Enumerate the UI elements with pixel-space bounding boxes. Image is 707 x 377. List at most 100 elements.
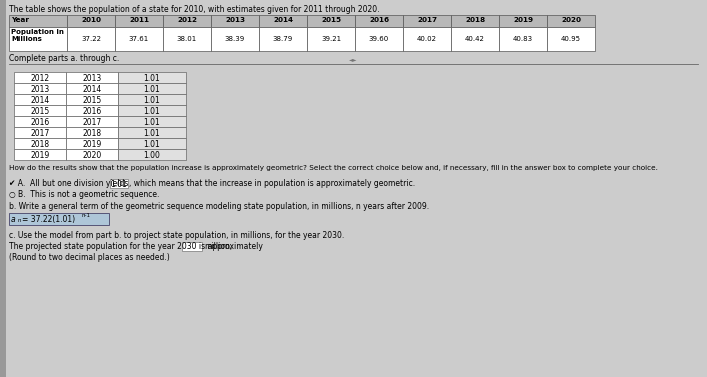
Text: How do the results show that the population increase is approximately geometric?: How do the results show that the populat… bbox=[9, 165, 658, 171]
Bar bbox=[451, 15, 499, 27]
Text: 1.01: 1.01 bbox=[144, 129, 160, 138]
Text: 2019: 2019 bbox=[83, 140, 102, 149]
Bar bbox=[163, 15, 211, 27]
Bar bbox=[547, 27, 595, 51]
Text: 1.01: 1.01 bbox=[144, 96, 160, 105]
Text: Year: Year bbox=[11, 17, 29, 23]
Bar bbox=[66, 127, 118, 138]
Bar bbox=[403, 15, 451, 27]
Text: 40.02: 40.02 bbox=[417, 36, 437, 42]
Bar bbox=[451, 27, 499, 51]
Text: 40.95: 40.95 bbox=[561, 36, 581, 42]
Text: million,: million, bbox=[204, 242, 233, 251]
Text: 1.01: 1.01 bbox=[110, 180, 127, 189]
Text: 2013: 2013 bbox=[30, 85, 49, 94]
Text: The table shows the population of a state for 2010, with estimates given for 201: The table shows the population of a stat… bbox=[9, 5, 380, 14]
Text: b. Write a general term of the geometric sequence modeling state population, in : b. Write a general term of the geometric… bbox=[9, 202, 429, 211]
Bar bbox=[499, 27, 547, 51]
Text: 2020: 2020 bbox=[83, 151, 102, 160]
Text: 2018: 2018 bbox=[465, 17, 485, 23]
Bar bbox=[259, 15, 307, 27]
Text: 2017: 2017 bbox=[417, 17, 437, 23]
Bar bbox=[14, 149, 66, 160]
Text: Population in
Millions: Population in Millions bbox=[11, 29, 64, 42]
Text: 39.60: 39.60 bbox=[369, 36, 389, 42]
Text: Complete parts a. through c.: Complete parts a. through c. bbox=[9, 54, 119, 63]
Bar bbox=[211, 15, 259, 27]
Bar bbox=[118, 149, 186, 160]
Text: ◄►: ◄► bbox=[349, 57, 357, 62]
Text: 2020: 2020 bbox=[561, 17, 581, 23]
Text: 2014: 2014 bbox=[30, 96, 49, 105]
Text: 2016: 2016 bbox=[369, 17, 389, 23]
Text: 40.83: 40.83 bbox=[513, 36, 533, 42]
Bar bbox=[0, 0, 6, 377]
Bar bbox=[355, 27, 403, 51]
Bar bbox=[118, 72, 186, 83]
Bar bbox=[14, 83, 66, 94]
Text: 37.22: 37.22 bbox=[81, 36, 101, 42]
Bar bbox=[118, 116, 186, 127]
Text: 2015: 2015 bbox=[83, 96, 102, 105]
Text: 2012: 2012 bbox=[177, 17, 197, 23]
Text: 1.00: 1.00 bbox=[144, 151, 160, 160]
Text: = 37.22(1.01): = 37.22(1.01) bbox=[22, 215, 75, 224]
Text: 1.01: 1.01 bbox=[144, 74, 160, 83]
Text: 2014: 2014 bbox=[83, 85, 102, 94]
Bar bbox=[118, 138, 186, 149]
Text: 2012: 2012 bbox=[30, 74, 49, 83]
Bar bbox=[403, 27, 451, 51]
Text: 2018: 2018 bbox=[83, 129, 102, 138]
Text: 1.01: 1.01 bbox=[144, 85, 160, 94]
Bar bbox=[67, 27, 115, 51]
Text: The projected state population for the year 2030 is approximately: The projected state population for the y… bbox=[9, 242, 265, 251]
Bar bbox=[118, 105, 186, 116]
Text: 37.61: 37.61 bbox=[129, 36, 149, 42]
Bar bbox=[9, 213, 109, 225]
Bar bbox=[259, 27, 307, 51]
Text: 2014: 2014 bbox=[273, 17, 293, 23]
Bar bbox=[182, 242, 202, 251]
Bar bbox=[14, 72, 66, 83]
Bar bbox=[9, 15, 67, 27]
Text: 2015: 2015 bbox=[321, 17, 341, 23]
Text: 2017: 2017 bbox=[83, 118, 102, 127]
Bar bbox=[115, 15, 163, 27]
Text: 38.79: 38.79 bbox=[273, 36, 293, 42]
Bar bbox=[499, 15, 547, 27]
Bar bbox=[307, 15, 355, 27]
Bar bbox=[67, 15, 115, 27]
Bar bbox=[14, 127, 66, 138]
Bar bbox=[14, 94, 66, 105]
Text: ✔ A.  All but one division yields: ✔ A. All but one division yields bbox=[9, 179, 131, 188]
Text: 2010: 2010 bbox=[81, 17, 101, 23]
Bar bbox=[66, 105, 118, 116]
Text: 2016: 2016 bbox=[83, 107, 102, 116]
Bar bbox=[14, 105, 66, 116]
Text: c. Use the model from part b. to project state population, in millions, for the : c. Use the model from part b. to project… bbox=[9, 231, 344, 240]
Text: 2019: 2019 bbox=[513, 17, 533, 23]
Text: 2017: 2017 bbox=[30, 129, 49, 138]
Bar bbox=[66, 94, 118, 105]
Bar bbox=[307, 27, 355, 51]
Bar bbox=[66, 72, 118, 83]
Text: 39.21: 39.21 bbox=[321, 36, 341, 42]
Bar bbox=[66, 138, 118, 149]
Bar bbox=[118, 94, 186, 105]
Bar bbox=[355, 15, 403, 27]
Text: 38.01: 38.01 bbox=[177, 36, 197, 42]
Bar bbox=[163, 27, 211, 51]
Text: 2018: 2018 bbox=[30, 140, 49, 149]
Text: 2013: 2013 bbox=[225, 17, 245, 23]
Bar bbox=[118, 127, 186, 138]
Text: 2015: 2015 bbox=[30, 107, 49, 116]
Text: 40.42: 40.42 bbox=[465, 36, 485, 42]
Bar bbox=[14, 116, 66, 127]
Text: (Round to two decimal places as needed.): (Round to two decimal places as needed.) bbox=[9, 253, 170, 262]
Text: 1.01: 1.01 bbox=[144, 107, 160, 116]
Text: ○ B.  This is not a geometric sequence.: ○ B. This is not a geometric sequence. bbox=[9, 190, 159, 199]
Text: 38.39: 38.39 bbox=[225, 36, 245, 42]
Text: n-1: n-1 bbox=[81, 213, 90, 218]
Bar bbox=[66, 149, 118, 160]
Bar bbox=[118, 83, 186, 94]
